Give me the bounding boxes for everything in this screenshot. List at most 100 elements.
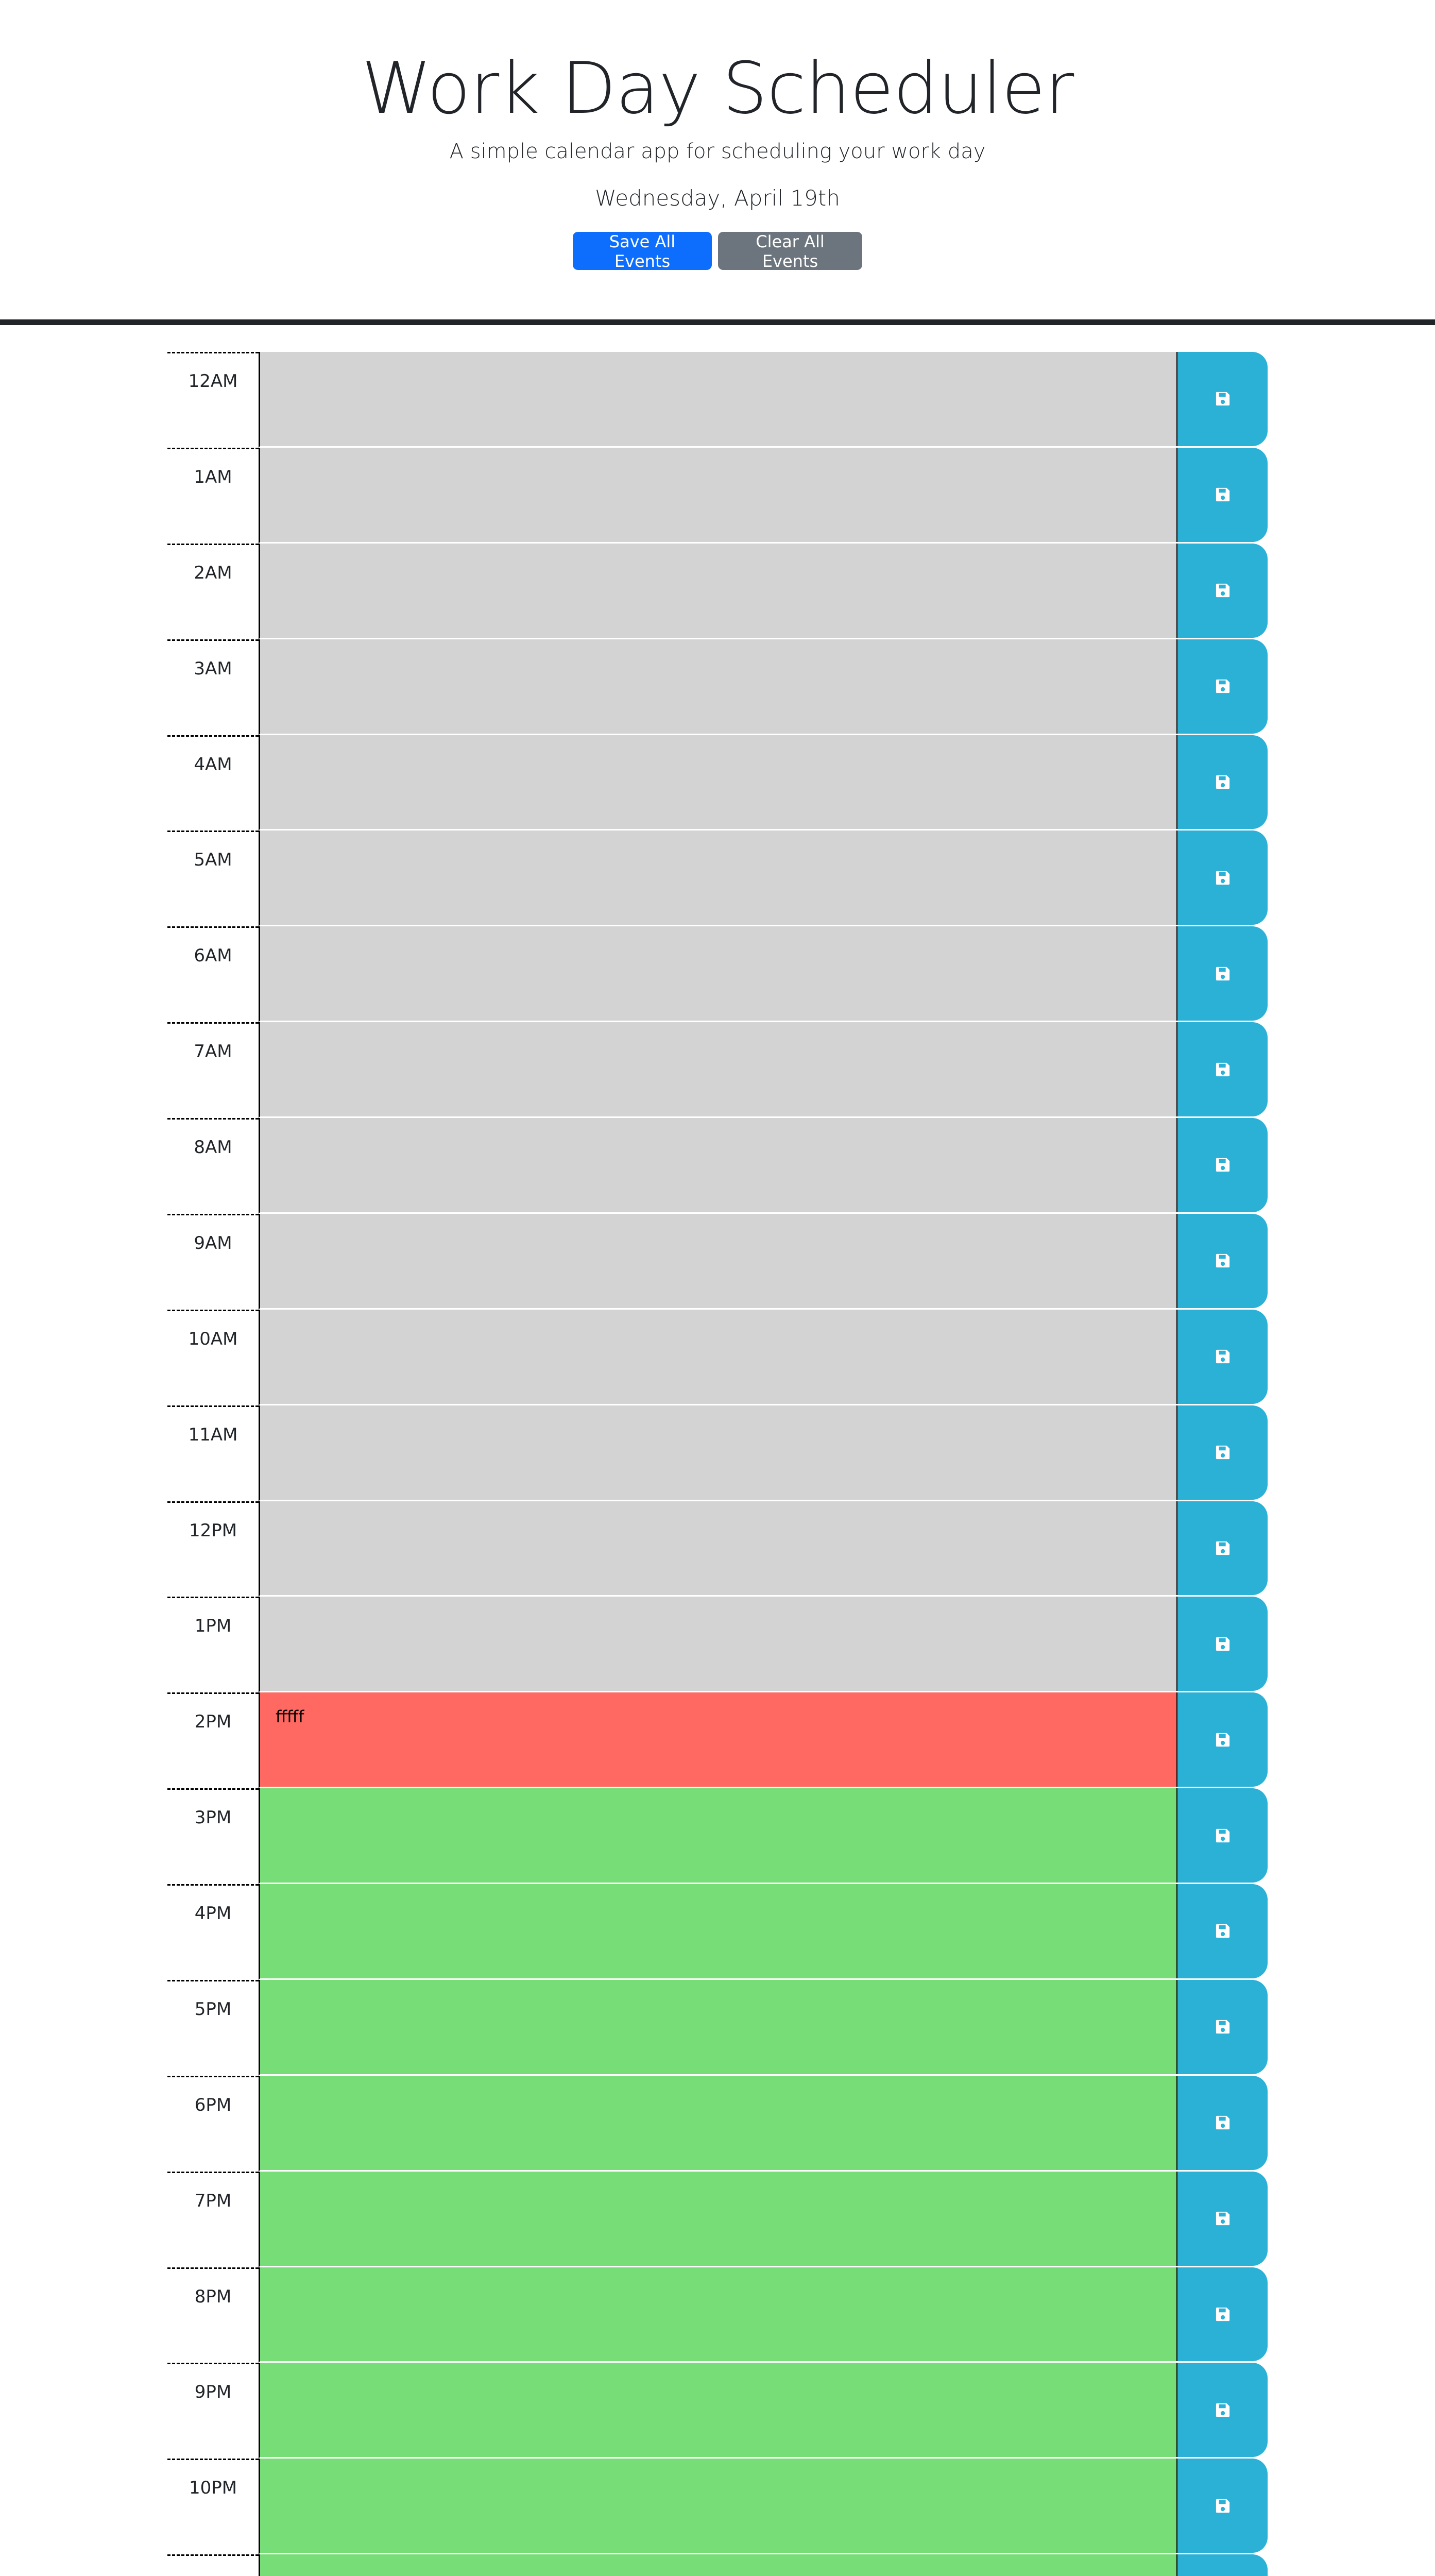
save-icon: [1216, 1637, 1229, 1651]
time-block: 11AM: [167, 1405, 1268, 1501]
save-button[interactable]: [1176, 735, 1268, 829]
event-input[interactable]: [259, 352, 1176, 448]
event-input[interactable]: [259, 735, 1176, 831]
time-block: 3AM: [167, 639, 1268, 735]
save-button[interactable]: [1176, 926, 1268, 1021]
current-date: Wednesday, April 19th: [595, 185, 840, 211]
save-button[interactable]: [1176, 2459, 1268, 2553]
hour-label: 7AM: [167, 1022, 259, 1118]
save-all-button[interactable]: Save All Events: [573, 232, 712, 271]
save-button[interactable]: [1176, 2363, 1268, 2458]
time-blocks: 12AM 1AM 2AM 3AM 4AM 5AM 6AM 7AM 8AM 9AM 10AM 11AM 1…: [167, 352, 1268, 2576]
save-icon: [1216, 2307, 1229, 2321]
time-block: 10AM: [167, 1309, 1268, 1405]
save-icon: [1216, 2499, 1229, 2513]
clear-all-button[interactable]: Clear All Events: [718, 232, 862, 271]
time-block: 4AM: [167, 735, 1268, 831]
save-button[interactable]: [1176, 2554, 1268, 2576]
save-icon: [1216, 584, 1229, 598]
event-input[interactable]: [259, 1979, 1176, 2076]
header: Work Day Scheduler A simple calendar app…: [0, 0, 1435, 325]
hour-label: 5PM: [167, 1979, 259, 2076]
save-icon: [1216, 1828, 1229, 1842]
event-input[interactable]: [259, 543, 1176, 639]
hour-label: 1PM: [167, 1597, 259, 1692]
button-group: Save All Events Clear All Events: [0, 232, 1435, 271]
save-icon: [1216, 1350, 1229, 1364]
time-block: 12PM: [167, 1501, 1268, 1597]
save-button[interactable]: [1176, 2075, 1268, 2170]
save-button[interactable]: [1176, 1788, 1268, 1883]
save-icon: [1216, 1733, 1229, 1747]
event-input[interactable]: [259, 1309, 1176, 1405]
save-button[interactable]: [1176, 352, 1268, 446]
event-input[interactable]: [259, 2171, 1176, 2267]
event-input[interactable]: [259, 2075, 1176, 2172]
time-block: 2PM fffff: [167, 1692, 1268, 1789]
save-icon: [1216, 1541, 1229, 1555]
time-block: 5PM: [167, 1979, 1268, 2076]
save-button[interactable]: [1176, 447, 1268, 542]
time-block: 7PM: [167, 2171, 1268, 2267]
save-button[interactable]: [1176, 1213, 1268, 1308]
event-input[interactable]: [259, 1788, 1176, 1884]
event-input[interactable]: [259, 2459, 1176, 2555]
event-input[interactable]: [259, 1597, 1176, 1693]
event-input[interactable]: [259, 1118, 1176, 1214]
event-input[interactable]: [259, 639, 1176, 735]
save-button[interactable]: [1176, 1022, 1268, 1116]
hour-label: 8PM: [167, 2267, 259, 2363]
save-button[interactable]: [1176, 1118, 1268, 1212]
event-input[interactable]: [259, 1884, 1176, 1980]
event-input[interactable]: [259, 926, 1176, 1023]
save-button[interactable]: [1176, 1405, 1268, 1500]
save-icon: [1216, 967, 1229, 980]
save-icon: [1216, 775, 1229, 789]
save-button[interactable]: [1176, 543, 1268, 638]
save-icon: [1216, 1254, 1229, 1268]
hour-label: 10AM: [167, 1309, 259, 1405]
hour-label: 1AM: [167, 447, 259, 544]
hour-label: 5AM: [167, 831, 259, 926]
save-icon: [1216, 2211, 1229, 2226]
time-block: 6PM: [167, 2075, 1268, 2172]
event-input[interactable]: [259, 1501, 1176, 1597]
event-input[interactable]: [259, 2267, 1176, 2363]
subtitle: A simple calendar app for scheduling you…: [449, 140, 986, 163]
save-button[interactable]: [1176, 2267, 1268, 2362]
save-icon: [1216, 488, 1229, 502]
save-button[interactable]: [1176, 831, 1268, 925]
event-input[interactable]: [259, 2554, 1176, 2576]
event-input[interactable]: [259, 1022, 1176, 1118]
event-input[interactable]: [259, 831, 1176, 927]
time-block: 8PM: [167, 2267, 1268, 2363]
event-input[interactable]: [259, 447, 1176, 544]
time-block: 1PM: [167, 1597, 1268, 1693]
hour-label: 2PM: [167, 1692, 259, 1788]
save-icon: [1216, 2020, 1229, 2034]
save-button[interactable]: [1176, 1501, 1268, 1596]
time-block: 11PM: [167, 2554, 1268, 2576]
save-button[interactable]: [1176, 639, 1268, 734]
event-input[interactable]: fffff: [259, 1692, 1176, 1789]
time-block: 1AM: [167, 447, 1268, 544]
save-button[interactable]: [1176, 1884, 1268, 1978]
hour-label: 12AM: [167, 352, 259, 448]
save-icon: [1216, 2116, 1229, 2130]
time-block: 12AM: [167, 352, 1268, 448]
save-button[interactable]: [1176, 2171, 1268, 2266]
hour-label: 12PM: [167, 1501, 259, 1597]
hour-label: 10PM: [167, 2459, 259, 2554]
save-button[interactable]: [1176, 1309, 1268, 1404]
hour-label: 7PM: [167, 2171, 259, 2267]
event-input[interactable]: [259, 2363, 1176, 2459]
save-button[interactable]: [1176, 1597, 1268, 1691]
save-button[interactable]: [1176, 1692, 1268, 1787]
event-input[interactable]: [259, 1405, 1176, 1501]
time-block: 5AM: [167, 831, 1268, 927]
event-input[interactable]: [259, 1213, 1176, 1310]
hour-label: 8AM: [167, 1118, 259, 1214]
save-button[interactable]: [1176, 1979, 1268, 2074]
